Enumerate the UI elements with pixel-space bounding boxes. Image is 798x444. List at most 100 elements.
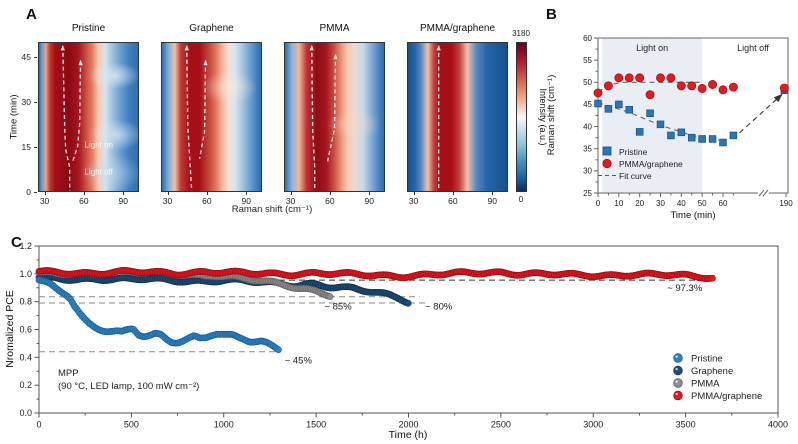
- a-x-tick: [492, 192, 494, 195]
- peak-dash-line: [198, 60, 207, 159]
- b-x-tick-label: 50: [698, 199, 707, 208]
- b-fit-curve: [597, 81, 703, 93]
- c-x-tick-label: 500: [124, 420, 139, 430]
- b-data-point-pristine: [698, 135, 706, 143]
- b-data-point-pristine: [687, 133, 696, 142]
- a-x-tick-label: 60: [202, 196, 212, 206]
- colorbar-max-label: 3180: [512, 29, 530, 38]
- b-y-axis-label: Raman shift (cm⁻¹): [546, 75, 557, 156]
- b-y-tick-label: 40: [583, 122, 592, 131]
- a-x-tick-label: 90: [118, 196, 128, 206]
- heatmap-title-3: PMMA/graphene: [419, 23, 496, 34]
- c-data-point: [326, 293, 334, 301]
- b-y-tick-label: 60: [583, 34, 592, 43]
- a-y-tick-label: 0: [26, 187, 31, 197]
- c-legend-marker-pmma-graphene: [673, 390, 683, 401]
- colorbar: [516, 42, 527, 192]
- c-series-pristine: [35, 276, 282, 354]
- b-data-point-pmma-graphene: [728, 82, 738, 92]
- c-legend-marker-highlight: [675, 355, 678, 358]
- a-x-tick-label: 60: [325, 196, 335, 206]
- a-x-tick: [44, 192, 46, 195]
- peak-arrowhead: [203, 59, 208, 66]
- b-data-point-pristine: [729, 131, 738, 140]
- b-data-point-pmma-graphene: [614, 73, 624, 83]
- panel-a-raman-heatmaps: Time (min) Raman shift (cm⁻¹) Pristine Li…: [0, 0, 549, 232]
- peak-arrowhead: [184, 44, 189, 51]
- c-x-tick-label: 3500: [676, 420, 696, 430]
- b-data-point-pmma-graphene: [645, 90, 655, 100]
- peak-arrowhead: [78, 59, 83, 66]
- a-y-tick-label: 30: [21, 97, 31, 107]
- c-x-axis-label: Time (h): [389, 429, 428, 441]
- panel-c-stability-chart: 0 500 1000 1500 2000 2500 3000 3500 4000 0.0 0.2 0.…: [4, 241, 788, 441]
- panel-label-b: B: [546, 6, 557, 23]
- b-axis-break-mask: [758, 190, 769, 196]
- b-y-tick-label: 55: [583, 56, 592, 65]
- b-x-axis-label: Time (min): [670, 210, 715, 221]
- b-data-point-pmma-graphene: [593, 88, 603, 98]
- heatmap-graphene: [161, 42, 262, 192]
- b-data-point-pmma-graphene: [603, 81, 613, 91]
- b-data-point-pristine: [708, 135, 717, 143]
- b-legend: Pristine PMMA/graphene Fit curve: [598, 146, 683, 181]
- a-x-tick-label: 90: [487, 196, 497, 206]
- c-retention-annotation: ~ 97.3%: [667, 283, 703, 294]
- b-legend-label-pmma-graphene: PMMA/graphene: [619, 159, 683, 169]
- a-x-tick-label: 90: [364, 196, 374, 206]
- a-x-tick: [413, 192, 415, 195]
- b-data-point-pmma-graphene: [624, 73, 634, 83]
- peak-dash-line: [72, 60, 82, 162]
- b-data-point-pmma-graphene: [676, 81, 686, 91]
- peak-dash-line: [311, 45, 316, 191]
- b-light-on-label: Light on: [636, 43, 668, 53]
- c-plot-area: 0 500 1000 1500 2000 2500 3000 3500 4000 0.0 0.2 0.…: [19, 241, 788, 430]
- peak-arrowhead: [60, 44, 65, 51]
- light-off-label: Light off: [84, 167, 113, 177]
- c-data-point: [404, 299, 412, 307]
- heatmap-title-2: PMMA: [319, 23, 350, 34]
- b-axis-break-slash: [758, 189, 765, 197]
- b-x-tick-label: 0: [596, 199, 601, 208]
- b-data-point-pmma-graphene: [687, 81, 697, 91]
- c-x-tick-label: 3000: [583, 420, 603, 430]
- c-y-tick-label: 0.0: [19, 408, 32, 418]
- b-axis-break-slash: [762, 189, 769, 197]
- b-data-point-pmma-graphene: [635, 73, 645, 83]
- c-condition-note-2: (90 °C, LED lamp, 100 mW cm⁻²): [58, 381, 199, 392]
- c-y-tick-label: 0.6: [19, 325, 32, 335]
- b-legend-marker-pmma-graphene: [602, 158, 612, 169]
- a-x-tick: [246, 192, 248, 195]
- a-x-tick-label: 90: [241, 196, 251, 206]
- c-legend-marker-pmma: [673, 378, 683, 388]
- b-data-point-pristine: [635, 128, 644, 136]
- colorbar-min-label: 0: [518, 195, 524, 204]
- b-x-tick-label: 190: [779, 199, 793, 208]
- a-y-tick-label: 45: [21, 52, 31, 62]
- peak-trace-overlay: [60, 44, 83, 191]
- b-recovery-arrow: [739, 93, 783, 134]
- peak-trace-overlay: [436, 44, 441, 191]
- a-x-tick-label: 30: [39, 196, 50, 206]
- a-y-tick: [34, 57, 37, 58]
- heatmap-title-1: Graphene: [189, 23, 234, 34]
- a-y-axis-label: Time (min): [8, 94, 20, 140]
- b-legend-marker-pristine: [602, 146, 612, 156]
- c-legend-label-pristine: Pristine: [691, 354, 723, 365]
- a-x-tick-label: 30: [162, 196, 173, 206]
- b-data-point-pristine: [594, 99, 602, 108]
- b-data-point-pmma-graphene: [666, 73, 676, 83]
- b-x-tick-label: 10: [614, 199, 623, 208]
- b-data-point-pristine: [646, 109, 654, 118]
- b-data-point-pmma-graphene: [708, 80, 718, 89]
- b-data-point-pristine: [625, 105, 633, 114]
- peak-arrowhead: [436, 44, 441, 51]
- b-data-point-pmma-graphene: [718, 85, 728, 95]
- a-x-tick: [329, 192, 331, 195]
- light-on-label: Light on: [84, 140, 113, 150]
- c-x-tick-label: 2500: [491, 420, 511, 430]
- c-legend-label-pmma-graphene: PMMA/graphene: [691, 391, 762, 402]
- c-retention-annotation: ~ 85%: [324, 301, 352, 312]
- b-legend-label-fit: Fit curve: [619, 171, 652, 181]
